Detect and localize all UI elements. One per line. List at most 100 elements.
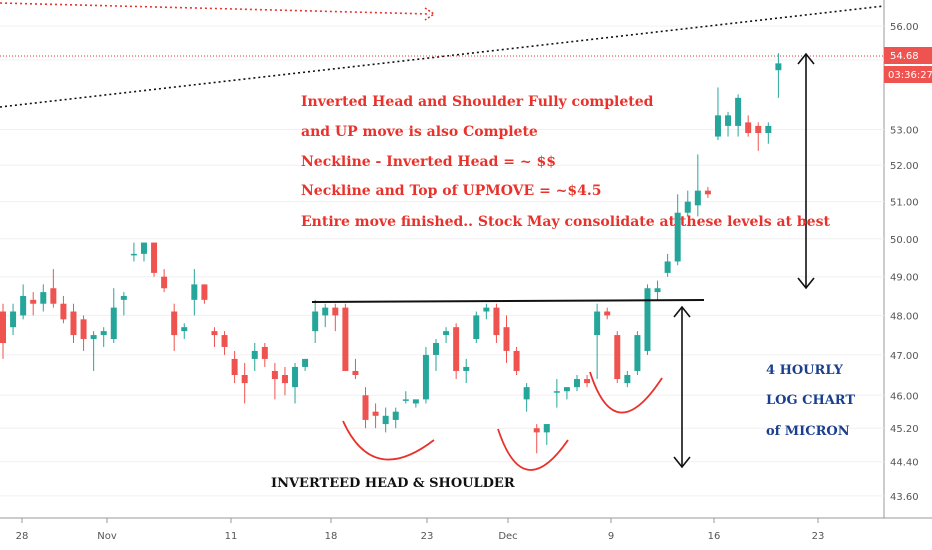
candle — [443, 327, 450, 343]
annotation-line-3: Neckline - Inverted Head = ~ $$ — [301, 154, 556, 170]
candle-body — [292, 366, 299, 388]
neckline-to-top-arrow — [797, 52, 815, 290]
candle-body — [342, 307, 349, 371]
countdown-label: 03:36:27 — [888, 70, 932, 81]
candle-body — [130, 253, 137, 256]
price-tick-label: 48.00 — [890, 311, 919, 322]
candle-body — [40, 292, 47, 304]
chart-type-label-2: LOG CHART — [766, 393, 855, 408]
candle — [342, 303, 349, 371]
candle — [402, 391, 409, 404]
candle — [271, 362, 278, 400]
countdown-tag — [884, 66, 932, 83]
candle-body — [714, 115, 721, 137]
candle — [594, 303, 601, 380]
candle-body — [523, 387, 530, 400]
candle — [382, 407, 389, 433]
upper-trendline — [0, 5, 885, 108]
annotation-line-1: Inverted Head and Shoulder Fully complet… — [301, 94, 654, 110]
candle-body — [735, 97, 742, 126]
candle-body — [151, 242, 158, 273]
candle — [664, 253, 671, 277]
candle-body — [553, 391, 560, 393]
candle-body — [563, 387, 570, 392]
candle — [573, 374, 580, 392]
candle — [10, 303, 17, 336]
candle-body — [80, 319, 87, 340]
candle — [292, 362, 299, 404]
candle-body — [10, 311, 17, 328]
candle — [40, 284, 47, 312]
candle-body — [161, 276, 168, 289]
candle-body — [372, 411, 379, 416]
candle-body — [422, 354, 429, 400]
last-price-label: 54.68 — [890, 51, 919, 62]
candle — [503, 315, 510, 363]
candle-body — [694, 190, 701, 206]
candle — [251, 342, 258, 371]
candle-body — [664, 261, 671, 273]
candle — [745, 115, 752, 137]
candle — [634, 331, 641, 375]
time-tick-label: 11 — [225, 531, 238, 542]
candle-body — [725, 115, 732, 126]
candle-body — [402, 399, 409, 401]
candle — [755, 122, 762, 151]
chart-type-label-3: of MICRON — [766, 424, 850, 439]
candle-body — [352, 370, 359, 375]
annotation-line-4: Neckline and Top of UPMOVE = ~$4.5 — [301, 183, 602, 199]
price-tick-label: 51.00 — [890, 198, 919, 209]
candle-body — [463, 366, 470, 371]
time-tick-label: 16 — [708, 531, 721, 542]
candle — [725, 111, 732, 137]
candle — [161, 269, 168, 293]
candle-body — [281, 374, 288, 384]
candle-body — [493, 307, 500, 336]
candle — [241, 362, 248, 404]
pattern-label: INVERTEED HEAD & SHOULDER — [271, 476, 515, 491]
candle — [50, 269, 57, 308]
candle — [453, 323, 460, 380]
candle — [473, 311, 480, 343]
candle — [654, 280, 661, 300]
candle-body — [473, 315, 480, 340]
neckline — [311, 299, 705, 303]
time-tick-label: 9 — [608, 531, 614, 542]
price-tick-label: 47.00 — [890, 351, 919, 362]
candle — [352, 358, 359, 380]
candle — [30, 292, 37, 316]
annotation-line-2: and UP move is also Complete — [301, 124, 538, 140]
candle — [100, 327, 107, 347]
candle-body — [765, 125, 772, 133]
candle-body — [140, 242, 147, 254]
candle-body — [654, 288, 661, 293]
candle-body — [543, 424, 550, 433]
candle — [120, 292, 127, 316]
candle — [674, 194, 681, 266]
candle-body — [0, 311, 6, 343]
candle — [90, 331, 97, 371]
candle — [483, 303, 490, 320]
candle — [523, 383, 530, 412]
candle-body — [332, 307, 339, 316]
candle-body — [312, 311, 319, 332]
candle — [513, 346, 520, 375]
candle-body — [674, 212, 681, 262]
price-tick-label: 44.40 — [890, 458, 919, 469]
candle-body — [614, 335, 621, 380]
time-axis-labels: 28 Nov 11 18 23 Dec 9 16 23 — [16, 518, 824, 542]
candle — [0, 303, 6, 359]
candle-body — [745, 122, 752, 133]
candle-body — [584, 379, 591, 384]
candle-body — [443, 331, 450, 336]
price-tick-label: 53.00 — [890, 125, 919, 136]
candle — [704, 186, 711, 198]
candle-body — [110, 307, 117, 340]
price-tick-label: 56.00 — [890, 22, 919, 33]
time-tick-label: 23 — [421, 531, 434, 542]
candle-body — [634, 335, 641, 371]
candle-body — [362, 395, 369, 420]
candle-body — [684, 201, 691, 213]
candle-body — [573, 379, 580, 388]
last-price-tag — [884, 47, 932, 64]
